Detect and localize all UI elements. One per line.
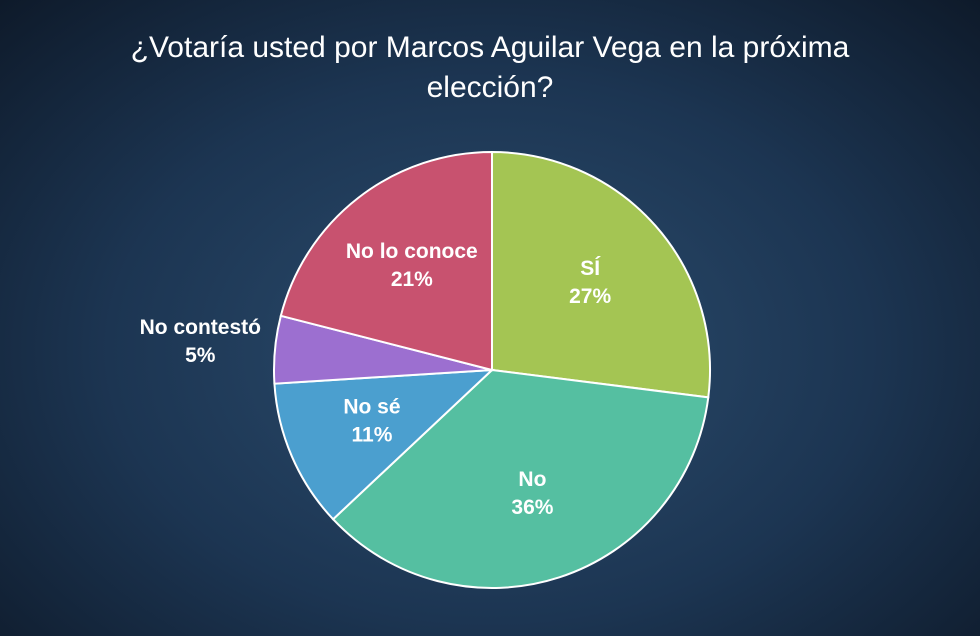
slice-label: SÍ bbox=[580, 257, 601, 280]
slice-value-label: 5% bbox=[185, 344, 216, 367]
slice-value-label: 36% bbox=[511, 496, 553, 519]
slice-label: No lo conoce bbox=[346, 240, 478, 263]
slice-value-label: 21% bbox=[391, 268, 433, 291]
slice-label: No sé bbox=[343, 395, 400, 418]
slice-value-label: 27% bbox=[569, 285, 611, 308]
slice-value-label: 11% bbox=[352, 423, 393, 446]
slice-label: No bbox=[518, 468, 546, 491]
pie-slice bbox=[331, 368, 710, 589]
chart-title: ¿Votaría usted por Marcos Aguilar Vega e… bbox=[130, 31, 850, 104]
pie-slice bbox=[273, 368, 495, 521]
pie-slice bbox=[491, 150, 711, 399]
slice-label: No contestó bbox=[140, 316, 261, 339]
pie-slice bbox=[279, 150, 493, 372]
